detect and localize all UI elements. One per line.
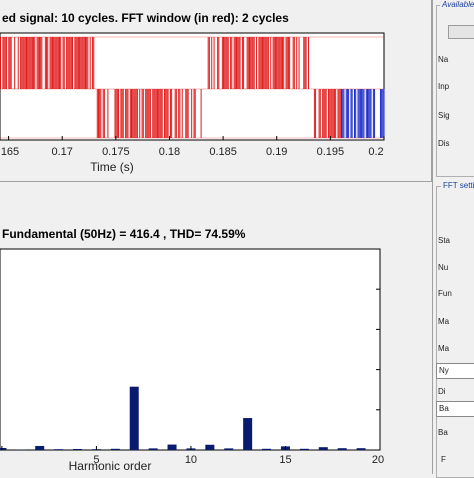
fft-bar (357, 448, 366, 450)
base-value-label: Ba (438, 428, 448, 437)
signal-x-tick-label: 0.175 (102, 146, 130, 158)
fft-plot: Fundamental (50Hz) = 416.4 , THD= 74.59%… (0, 180, 474, 474)
signal-plot: ed signal: 10 cycles. FFT window (in red… (0, 0, 474, 180)
fft-axes-box (0, 249, 380, 450)
display-label: Dis (438, 139, 450, 148)
signal-x-axis-label: Time (s) (90, 160, 134, 174)
right-panel-divider (432, 0, 433, 474)
signal-plot-title: ed signal: 10 cycles. FFT window (in red… (2, 11, 289, 25)
fft-bar (0, 448, 6, 450)
signal-x-tick-label: 0.2 (368, 146, 383, 158)
fft-x-tick-label: 10 (185, 454, 197, 466)
fft-bar (205, 445, 214, 450)
fft-bar (130, 387, 139, 450)
fft-settings-group-title: FFT setti (441, 181, 474, 190)
input-label: Inp (438, 82, 449, 91)
signal-x-tick-label: 0.185 (209, 146, 237, 158)
max-frequency-label: Ma (438, 317, 449, 326)
fft-bar (224, 448, 233, 450)
fft-bar (338, 448, 347, 450)
fft-bar (319, 447, 328, 450)
fft-plot-title: Fundamental (50Hz) = 416.4 , THD= 74.59% (2, 227, 246, 241)
signal-x-tick-label: 0.18 (159, 146, 180, 158)
max-frequency-thd-label: Ma (438, 344, 449, 353)
name-label: Na (438, 55, 448, 64)
fft-bar (243, 418, 252, 450)
signal-x-tick-label: 0.17 (52, 146, 73, 158)
fft-x-tick-label: 15 (279, 454, 291, 466)
fft-bar (73, 449, 82, 450)
number-of-cycles-label: Nu (438, 263, 448, 272)
fft-bar (262, 449, 271, 450)
fft-bar (54, 449, 63, 450)
signal-x-tick-label: 0.19 (266, 146, 287, 158)
signal-number-label: Sig (438, 111, 450, 120)
display-button[interactable] (448, 25, 474, 39)
available-signals-group-title: Available (440, 0, 474, 9)
start-time-label: Sta (438, 236, 450, 245)
fft-bar (111, 449, 120, 450)
fft-bar (300, 449, 309, 450)
fft-bar (168, 445, 177, 450)
frequency-label: F (441, 455, 446, 464)
signal-x-tick-label: 0.195 (317, 146, 345, 158)
fft-bar (35, 446, 44, 450)
fft-bar (149, 448, 158, 450)
frequency-axis-select[interactable]: Ny (436, 363, 474, 379)
signal-x-tick-label: 165 (1, 146, 19, 158)
fft-x-axis-label: Harmonic order (69, 459, 152, 473)
display-style-label: Di (438, 387, 446, 396)
fundamental-frequency-label: Fun (438, 289, 452, 298)
fft-x-tick-label: 20 (372, 454, 384, 466)
display-style-select[interactable]: Ba (436, 401, 474, 417)
